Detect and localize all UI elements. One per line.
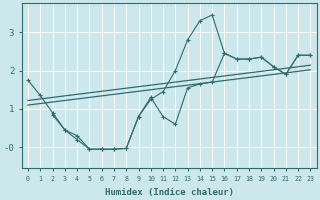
X-axis label: Humidex (Indice chaleur): Humidex (Indice chaleur) — [105, 188, 234, 197]
